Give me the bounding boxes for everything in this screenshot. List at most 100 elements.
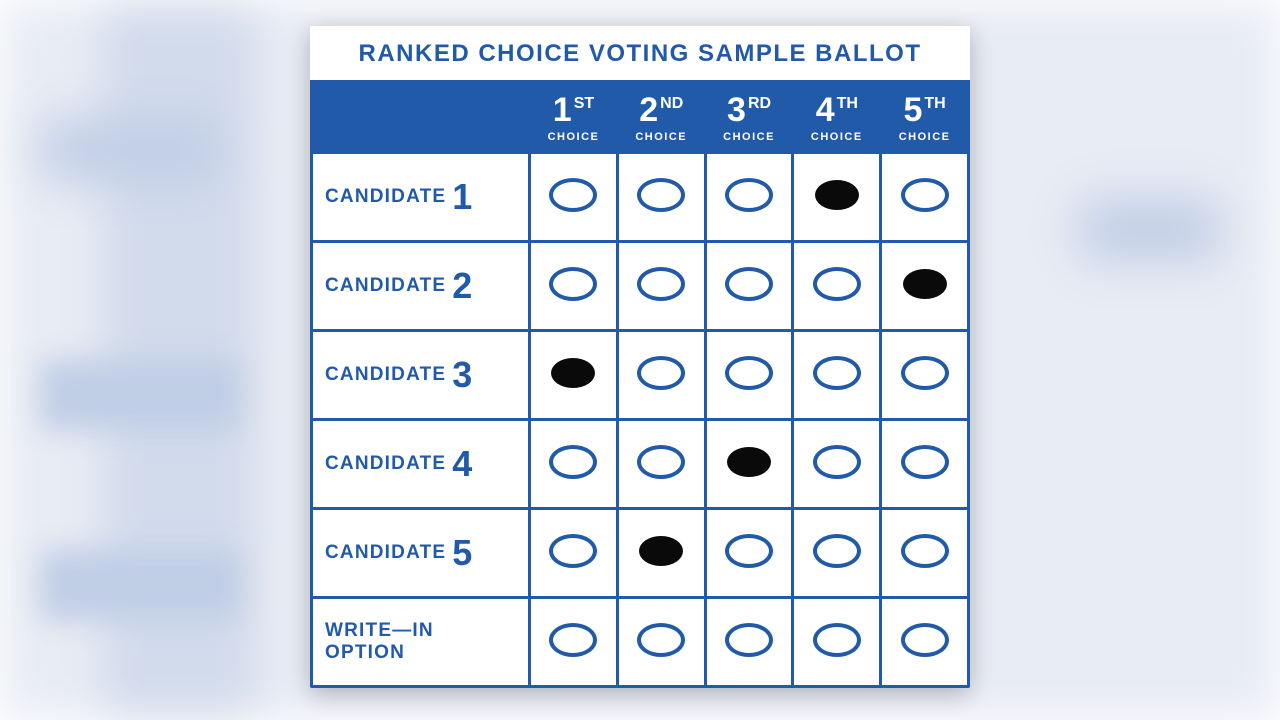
choice-header-2: 2NDCHOICE (617, 82, 705, 153)
empty-bubble-icon (637, 178, 685, 212)
choice-word: CHOICE (531, 131, 616, 143)
bubble-cell[interactable] (530, 598, 618, 687)
choice-suffix: RD (748, 95, 771, 112)
empty-bubble-icon (637, 356, 685, 390)
bubble-cell[interactable] (793, 509, 881, 598)
empty-bubble-icon (813, 623, 861, 657)
candidate-label: OPTION (325, 642, 516, 664)
bubble-cell[interactable] (881, 509, 969, 598)
choice-header-3: 3RDCHOICE (705, 82, 793, 153)
bubble-cell[interactable] (617, 153, 705, 242)
bubble-cell[interactable] (881, 153, 969, 242)
candidate-cell: CANDIDATE 1 (312, 153, 530, 242)
bubble-cell[interactable] (530, 331, 618, 420)
choice-number: 4 (816, 93, 835, 127)
candidate-cell: CANDIDATE 5 (312, 509, 530, 598)
bubble-cell[interactable] (881, 598, 969, 687)
ballot-row: CANDIDATE 2 (312, 242, 969, 331)
bubble-cell[interactable] (705, 153, 793, 242)
empty-bubble-icon (725, 534, 773, 568)
ballot-row: CANDIDATE 4 (312, 420, 969, 509)
candidate-label: CANDIDATE (325, 186, 446, 208)
choice-suffix: ND (660, 95, 683, 112)
candidate-number: 4 (452, 443, 472, 485)
choice-suffix: ST (574, 95, 594, 112)
empty-bubble-icon (725, 267, 773, 301)
empty-bubble-icon (637, 267, 685, 301)
candidate-number: 5 (452, 532, 472, 574)
choice-header-4: 4TH CHOICE (793, 82, 881, 153)
bubble-cell[interactable] (705, 420, 793, 509)
bubble-cell[interactable] (793, 331, 881, 420)
choice-word: CHOICE (707, 131, 792, 143)
bubble-cell[interactable] (793, 420, 881, 509)
ballot-row: CANDIDATE 1 (312, 153, 969, 242)
bubble-cell[interactable] (705, 242, 793, 331)
bubble-cell[interactable] (793, 598, 881, 687)
header-blank-cell (312, 82, 530, 153)
ballot-row: CANDIDATE 3 (312, 331, 969, 420)
bubble-cell[interactable] (705, 331, 793, 420)
empty-bubble-icon (901, 178, 949, 212)
choice-number: 5 (903, 93, 922, 127)
empty-bubble-icon (901, 534, 949, 568)
filled-bubble-icon (729, 449, 769, 475)
bubble-cell[interactable] (793, 153, 881, 242)
bubble-cell[interactable] (793, 242, 881, 331)
empty-bubble-icon (901, 356, 949, 390)
empty-bubble-icon (725, 356, 773, 390)
choice-suffix: TH (924, 95, 945, 112)
empty-bubble-icon (549, 445, 597, 479)
bubble-cell[interactable] (881, 420, 969, 509)
candidate-label: CANDIDATE (325, 364, 446, 386)
ballot-body: CANDIDATE 1 CANDIDATE 2 CANDIDATE 3 CANDIDATE 4… (312, 153, 969, 687)
candidate-label: CANDIDATE (325, 542, 446, 564)
ballot-row: CANDIDATE 5 (312, 509, 969, 598)
empty-bubble-icon (637, 623, 685, 657)
empty-bubble-icon (549, 267, 597, 301)
candidate-cell: CANDIDATE 2 (312, 242, 530, 331)
candidate-number: 1 (452, 176, 472, 218)
bubble-cell[interactable] (617, 331, 705, 420)
choice-word: CHOICE (794, 131, 879, 143)
ballot-title: RANKED CHOICE VOTING SAMPLE BALLOT (310, 26, 970, 80)
bubble-cell[interactable] (881, 242, 969, 331)
empty-bubble-icon (901, 445, 949, 479)
candidate-cell: CANDIDATE 3 (312, 331, 530, 420)
choice-suffix: TH (837, 95, 858, 112)
bubble-cell[interactable] (617, 509, 705, 598)
bubble-cell[interactable] (530, 420, 618, 509)
empty-bubble-icon (813, 445, 861, 479)
empty-bubble-icon (813, 534, 861, 568)
choice-header-5: 5TH CHOICE (881, 82, 969, 153)
filled-bubble-icon (553, 360, 593, 386)
ballot-row: WRITE—INOPTION (312, 598, 969, 687)
bubble-cell[interactable] (705, 509, 793, 598)
ballot-header: 1STCHOICE2NDCHOICE3RDCHOICE4THCHOICE5THC… (312, 82, 969, 153)
candidate-number: 3 (452, 354, 472, 396)
bubble-cell[interactable] (705, 598, 793, 687)
choice-number: 2 (639, 93, 658, 127)
empty-bubble-icon (549, 623, 597, 657)
bubble-cell[interactable] (617, 598, 705, 687)
choice-word: CHOICE (882, 131, 967, 143)
empty-bubble-icon (549, 178, 597, 212)
choice-number: 1 (553, 93, 572, 127)
bubble-cell[interactable] (617, 242, 705, 331)
candidate-cell: WRITE—INOPTION (312, 598, 530, 687)
empty-bubble-icon (725, 178, 773, 212)
bubble-cell[interactable] (881, 331, 969, 420)
empty-bubble-icon (813, 356, 861, 390)
bubble-cell[interactable] (530, 509, 618, 598)
candidate-label: CANDIDATE (325, 453, 446, 475)
candidate-number: 2 (452, 265, 472, 307)
bubble-cell[interactable] (617, 420, 705, 509)
filled-bubble-icon (817, 182, 857, 208)
choice-header-1: 1ST CHOICE (530, 82, 618, 153)
bubble-cell[interactable] (530, 153, 618, 242)
candidate-cell: CANDIDATE 4 (312, 420, 530, 509)
bubble-cell[interactable] (530, 242, 618, 331)
empty-bubble-icon (725, 623, 773, 657)
candidate-label: CANDIDATE (325, 275, 446, 297)
filled-bubble-icon (641, 538, 681, 564)
